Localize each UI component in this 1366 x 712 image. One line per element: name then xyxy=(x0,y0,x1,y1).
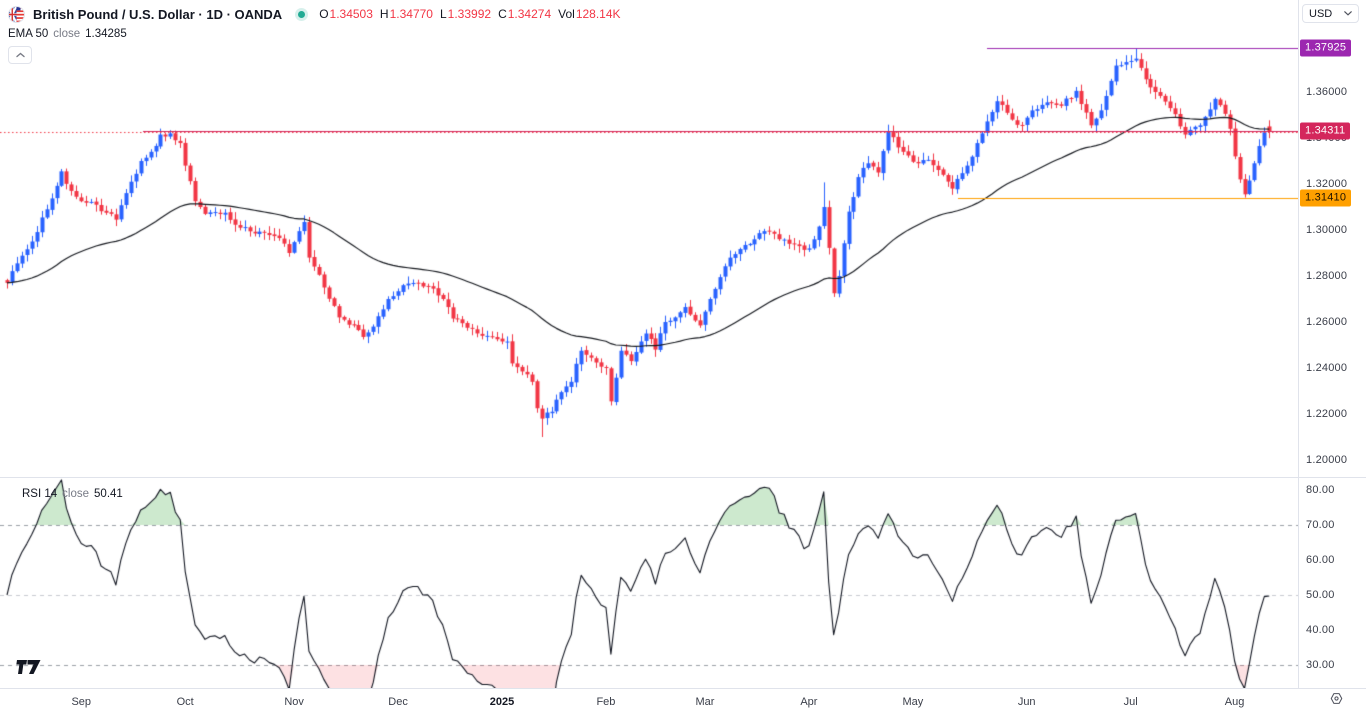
time-axis-label-jun: Jun xyxy=(1017,696,1036,708)
chevron-down-icon xyxy=(1344,11,1352,16)
gbpusd-flag-icon xyxy=(8,5,25,23)
rsi-legend[interactable]: RSI 14 close 50.41 xyxy=(22,487,123,501)
time-axis-label-apr: Apr xyxy=(800,696,818,708)
pane-divider[interactable] xyxy=(0,477,1366,478)
ema-legend[interactable]: EMA 50 close 1.34285 xyxy=(8,27,621,41)
ema-name: EMA 50 xyxy=(8,28,49,40)
currency-dropdown[interactable]: USD xyxy=(1302,4,1359,23)
price-axis-tick: 1.24000 xyxy=(1306,362,1348,374)
low-value: 1.33992 xyxy=(447,7,492,21)
time-axis-label-mar: Mar xyxy=(695,696,715,708)
price-axis-tick: 1.32000 xyxy=(1306,178,1348,190)
open-value: 1.34503 xyxy=(329,7,373,21)
legend-collapse-button[interactable] xyxy=(8,46,32,64)
time-axis-label-feb: Feb xyxy=(596,696,616,708)
price-axis-tick: 1.26000 xyxy=(1306,316,1348,328)
rsi-name: RSI 14 xyxy=(22,488,58,500)
ema-value: 1.34285 xyxy=(85,28,127,40)
time-axis-label-2025: 2025 xyxy=(489,696,515,708)
time-axis-label-aug: Aug xyxy=(1224,696,1245,708)
volume-value: 128.14K xyxy=(575,7,621,21)
ema-param: close xyxy=(53,28,81,40)
currency-label: USD xyxy=(1309,7,1333,20)
price-axis-tick: 1.36000 xyxy=(1306,86,1348,98)
axis-settings-gear-icon[interactable] xyxy=(1329,691,1344,711)
level-label-resistance-high[interactable]: 1.37925 xyxy=(1300,39,1352,57)
price-axis-tick: 1.20000 xyxy=(1306,454,1348,466)
tradingview-logo-icon xyxy=(16,660,41,674)
high-value: 1.34770 xyxy=(389,7,433,21)
symbol-title[interactable]: British Pound / U.S. Dollar · 1D · OANDA xyxy=(33,6,283,22)
symbol-legend: British Pound / U.S. Dollar · 1D · OANDA… xyxy=(8,5,621,64)
rsi-param: close xyxy=(62,488,90,500)
tradingview-logo[interactable] xyxy=(16,659,41,680)
time-axis-label-dec: Dec xyxy=(388,696,408,708)
time-axis-label-nov: Nov xyxy=(284,696,304,708)
price-axis-divider[interactable] xyxy=(1298,0,1299,688)
rsi-axis-tick: 70.00 xyxy=(1306,519,1335,531)
rsi-value: 50.41 xyxy=(94,488,123,500)
rsi-axis-tick: 50.00 xyxy=(1306,589,1335,601)
rsi-axis-tick: 40.00 xyxy=(1306,624,1335,636)
price-axis-tick: 1.22000 xyxy=(1306,408,1348,420)
rsi-axis-tick: 60.00 xyxy=(1306,554,1335,566)
price-axis-tick: 1.30000 xyxy=(1306,224,1348,236)
level-label-resistance-mid[interactable]: 1.34311 xyxy=(1300,122,1351,140)
chart-canvas[interactable] xyxy=(0,0,1298,688)
time-axis-label-may: May xyxy=(902,696,924,708)
time-axis-divider xyxy=(0,688,1366,689)
chevron-up-icon xyxy=(15,52,25,58)
time-axis-label-sep: Sep xyxy=(71,696,92,708)
price-axis-tick: 1.28000 xyxy=(1306,270,1348,282)
time-axis-label-jul: Jul xyxy=(1123,696,1138,708)
level-label-support-low[interactable]: 1.31410 xyxy=(1300,189,1352,207)
rsi-axis-tick: 30.00 xyxy=(1306,659,1335,671)
close-value: 1.34274 xyxy=(507,7,552,21)
ohlc-values: O1.34503 H1.34770 L1.33992 C1.34274 Vol1… xyxy=(319,7,621,21)
time-axis-label-oct: Oct xyxy=(176,696,194,708)
market-status-dot[interactable] xyxy=(298,10,306,18)
rsi-axis-tick: 80.00 xyxy=(1306,484,1335,496)
